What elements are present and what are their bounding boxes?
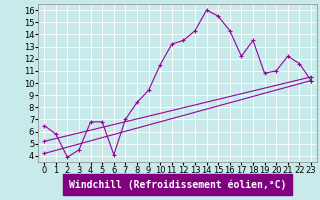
X-axis label: Windchill (Refroidissement éolien,°C): Windchill (Refroidissement éolien,°C) (69, 179, 286, 190)
